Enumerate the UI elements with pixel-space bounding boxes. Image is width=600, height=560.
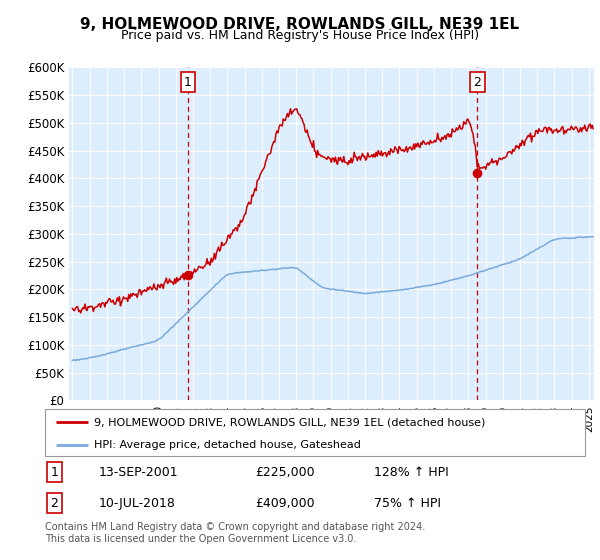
Text: 75% ↑ HPI: 75% ↑ HPI <box>374 497 442 510</box>
FancyBboxPatch shape <box>45 409 585 456</box>
Text: HPI: Average price, detached house, Gateshead: HPI: Average price, detached house, Gate… <box>94 440 361 450</box>
Text: 10-JUL-2018: 10-JUL-2018 <box>99 497 176 510</box>
Text: 1: 1 <box>50 465 58 479</box>
Text: £225,000: £225,000 <box>256 465 315 479</box>
Text: £409,000: £409,000 <box>256 497 315 510</box>
Text: 2: 2 <box>473 76 481 88</box>
Text: Contains HM Land Registry data © Crown copyright and database right 2024.
This d: Contains HM Land Registry data © Crown c… <box>45 522 425 544</box>
Text: Price paid vs. HM Land Registry's House Price Index (HPI): Price paid vs. HM Land Registry's House … <box>121 29 479 42</box>
Text: 1: 1 <box>184 76 192 88</box>
Text: 9, HOLMEWOOD DRIVE, ROWLANDS GILL, NE39 1EL: 9, HOLMEWOOD DRIVE, ROWLANDS GILL, NE39 … <box>80 17 520 32</box>
Text: 13-SEP-2001: 13-SEP-2001 <box>99 465 179 479</box>
Text: 2: 2 <box>50 497 58 510</box>
Text: 9, HOLMEWOOD DRIVE, ROWLANDS GILL, NE39 1EL (detached house): 9, HOLMEWOOD DRIVE, ROWLANDS GILL, NE39 … <box>94 417 485 427</box>
Text: 128% ↑ HPI: 128% ↑ HPI <box>374 465 449 479</box>
